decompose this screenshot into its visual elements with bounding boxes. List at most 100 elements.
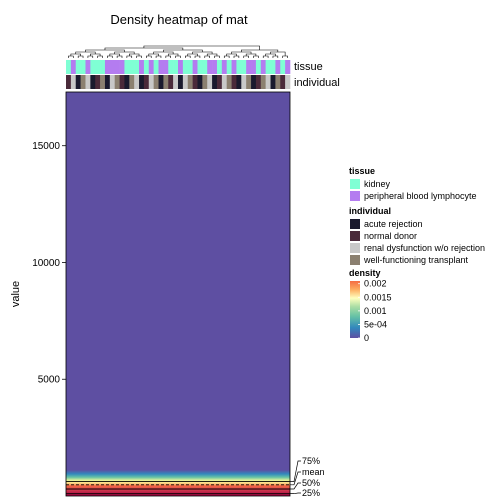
individual-annotation-cell: [95, 75, 101, 89]
tissue-annotation-cell: [246, 60, 252, 74]
individual-annotation-cell: [90, 75, 96, 89]
individual-annotation-cell: [119, 75, 125, 89]
legend-tissue-swatch: [350, 191, 360, 201]
legend-individual-swatch: [350, 255, 360, 265]
individual-annotation-cell: [182, 75, 189, 89]
quantile-connector: [290, 471, 301, 486]
quantile-label: mean: [302, 467, 325, 477]
tissue-annotation-cell: [226, 60, 232, 74]
column-dendrogram: [68, 45, 288, 58]
tissue-annotation-cell: [231, 60, 237, 74]
tissue-annotation-track: [66, 60, 291, 74]
legend-density-ticks: 0.002 0.0015 0.001 5e-04 0: [358, 279, 392, 343]
legend-density-title: density: [349, 268, 381, 278]
tissue-annotation-cell: [270, 60, 276, 74]
tissue-annotation-cell: [168, 60, 174, 74]
tissue-annotation-cell: [85, 60, 91, 74]
dendrogram-branch: [185, 55, 191, 58]
dendrogram-branch: [194, 55, 201, 58]
tissue-annotation-cell: [173, 60, 179, 74]
heatmap-background: [66, 92, 290, 496]
dendrogram-branch: [116, 55, 123, 58]
tissue-annotation-cell: [212, 60, 218, 74]
individual-annotation-cell: [163, 75, 169, 89]
individual-annotation-cell: [216, 75, 223, 89]
individual-annotation-cell: [192, 75, 198, 89]
dendrogram-branch: [143, 45, 260, 50]
legend-density-label: 0.002: [364, 279, 387, 289]
individual-annotation-cell: [100, 75, 106, 89]
tissue-annotation-cell: [207, 60, 213, 74]
dendrogram-branch: [136, 55, 142, 58]
individual-annotation-cell: [124, 75, 130, 89]
individual-annotation-cell: [143, 75, 150, 89]
tissue-annotation-cell: [197, 60, 203, 74]
individual-track-label: individual: [294, 77, 340, 89]
dendrogram-branch: [262, 55, 269, 58]
individual-annotation-cell: [241, 75, 247, 89]
individual-annotation-cell: [66, 75, 72, 89]
individual-annotation-cell: [226, 75, 232, 89]
dendrogram-branch: [68, 55, 74, 58]
tissue-annotation-cell: [163, 60, 169, 74]
legend-tissue-title: tissue: [349, 166, 375, 176]
tissue-annotation-cell: [178, 60, 184, 74]
individual-annotation-cell: [270, 75, 276, 89]
individual-annotation-cell: [246, 75, 252, 89]
dendrogram-branch: [282, 55, 288, 58]
tissue-annotation-cell: [90, 60, 96, 74]
dendrogram-branch: [77, 55, 84, 58]
individual-annotation-cell: [139, 75, 145, 89]
individual-annotation-cell: [153, 75, 159, 89]
y-axis: 5000 10000 15000: [32, 141, 66, 386]
legend-individual-items: acute rejection normal donor renal dysfunc…: [350, 219, 485, 265]
tissue-annotation-cell: [236, 60, 242, 74]
individual-annotation-cell: [187, 75, 193, 89]
individual-annotation-cell: [207, 75, 213, 89]
individual-annotation-track: [66, 75, 291, 89]
tissue-annotation-cell: [260, 60, 266, 74]
individual-annotation-cell: [236, 75, 242, 89]
y-tick-label: 15000: [32, 141, 60, 152]
tissue-annotation-cell: [143, 60, 150, 74]
tissue-annotation-cell: [192, 60, 198, 74]
tissue-annotation-cell: [80, 60, 86, 74]
quantile-connector: [290, 492, 301, 495]
tissue-annotation-cell: [158, 60, 164, 74]
quantile-label: 75%: [302, 456, 320, 466]
dendrogram-branch: [146, 55, 152, 58]
legend-tissue-swatch: [350, 179, 360, 189]
legend-individual-label: renal dysfunction w/o rejection: [364, 243, 485, 253]
individual-annotation-cell: [114, 75, 120, 89]
tissue-annotation-cell: [70, 60, 77, 74]
individual-annotation-cell: [212, 75, 218, 89]
legend-tissue-items: kidney peripheral blood lymphocyte: [350, 179, 477, 201]
individual-annotation-cell: [80, 75, 86, 89]
tissue-annotation-cell: [153, 60, 159, 74]
y-tick-label: 10000: [32, 258, 60, 269]
quantile-label: 50%: [302, 478, 320, 488]
individual-annotation-cell: [202, 75, 208, 89]
individual-annotation-cell: [260, 75, 266, 89]
dendrogram-branch: [272, 55, 279, 58]
tissue-annotation-cell: [202, 60, 208, 74]
tissue-annotation-cell: [66, 60, 72, 74]
dendrogram-branch: [204, 55, 210, 58]
tissue-annotation-cell: [255, 60, 262, 74]
tissue-annotation-cell: [265, 60, 271, 74]
legend-density-label: 0: [364, 333, 369, 343]
y-tick-label: 5000: [38, 375, 61, 386]
tissue-annotation-cell: [216, 60, 223, 74]
tissue-annotation-cell: [139, 60, 145, 74]
tissue-annotation-cell: [148, 60, 154, 74]
legend-density-label: 5e-04: [364, 319, 387, 329]
tissue-annotation-cell: [75, 60, 81, 74]
individual-annotation-cell: [197, 75, 203, 89]
heatmap-density-band: [66, 470, 290, 496]
tissue-annotation-cell: [134, 60, 140, 74]
tissue-annotation-cell: [114, 60, 120, 74]
tissue-annotation-cell: [285, 60, 291, 74]
dendrogram-branch: [243, 55, 249, 58]
legend-individual-title: individual: [349, 206, 391, 216]
